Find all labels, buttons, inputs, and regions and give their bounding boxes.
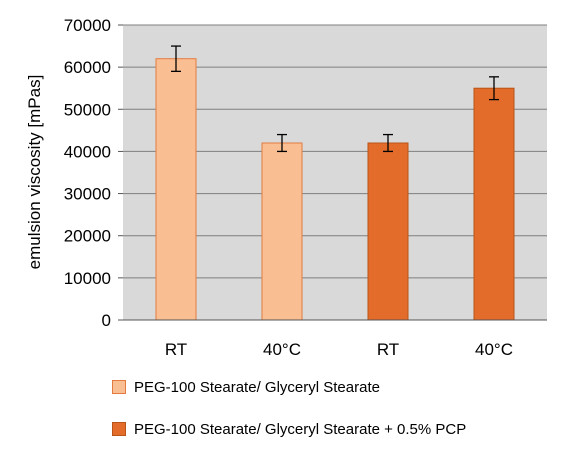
y-tick-label: 0 [102, 311, 111, 330]
bar-series-1 [261, 142, 303, 321]
bars [155, 58, 515, 321]
legend-item-series-2: PEG-100 Stearate/ Glyceryl Stearate + 0.… [112, 418, 466, 440]
error-bars [171, 45, 499, 153]
y-axis-title: emulsion viscosity [mPas] [25, 75, 44, 270]
x-tick-label: RT [377, 340, 399, 359]
bar-series-1 [155, 58, 197, 321]
y-tick-label: 60000 [64, 58, 111, 77]
bar-series-2 [473, 87, 515, 321]
y-tick-labels: 0 10000 20000 30000 40000 50000 60000 70000 [64, 16, 123, 330]
legend: PEG-100 Stearate/ Glyceryl Stearate PEG-… [112, 376, 466, 460]
y-tick-label: 30000 [64, 185, 111, 204]
bar-series-2 [367, 142, 409, 321]
x-tick-label: RT [165, 340, 187, 359]
x-tick-labels: RT 40°C RT 40°C [165, 340, 513, 359]
y-tick-label: 70000 [64, 16, 111, 35]
x-tick-label: 40°C [263, 340, 301, 359]
y-tick-label: 40000 [64, 142, 111, 161]
legend-label-series-2: PEG-100 Stearate/ Glyceryl Stearate + 0.… [134, 420, 467, 438]
legend-item-series-1: PEG-100 Stearate/ Glyceryl Stearate [112, 376, 466, 398]
chart: 0 10000 20000 30000 40000 50000 60000 70000 RT 4… [25, 16, 547, 359]
y-tick-label: 10000 [64, 269, 111, 288]
x-tick-label: 40°C [475, 340, 513, 359]
legend-swatch-series-2 [112, 422, 126, 436]
legend-swatch-series-1 [112, 380, 126, 394]
y-tick-label: 50000 [64, 100, 111, 119]
y-tick-label: 20000 [64, 227, 111, 246]
legend-label-series-1: PEG-100 Stearate/ Glyceryl Stearate [134, 378, 380, 396]
